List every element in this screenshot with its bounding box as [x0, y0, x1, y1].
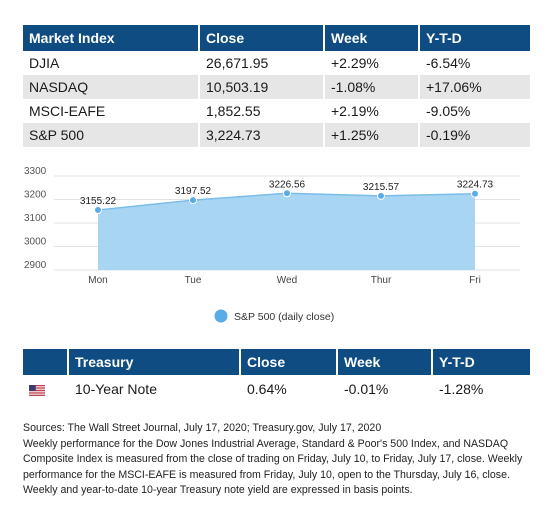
cell-close: 1,852.55: [199, 99, 325, 123]
data-point: [283, 189, 291, 198]
data-label: 3155.22: [80, 196, 117, 207]
cell-index-name: NASDAQ: [23, 75, 200, 99]
y-tick-label: 2900: [24, 260, 47, 271]
cell-index-name: DJIA: [23, 51, 200, 75]
y-tick-label: 3000: [24, 237, 47, 248]
table-row-djia: DJIA 26,671.95 +2.29% -6.54%: [23, 51, 530, 75]
cell-ytd: -9.05%: [419, 99, 530, 123]
sources-note: Sources: The Wall Street Journal, July 1…: [23, 421, 535, 499]
cell-ytd: -0.19%: [419, 123, 530, 147]
x-tick-label: Tue: [185, 275, 202, 286]
header-flag: [23, 349, 69, 375]
cell-week: +2.19%: [324, 99, 420, 123]
cell-close: 26,671.95: [199, 51, 325, 75]
data-label: 3226.56: [269, 179, 306, 190]
cell-ytd: -1.28%: [432, 375, 530, 403]
y-tick-label: 3300: [24, 166, 47, 177]
cell-index-name: S&P 500: [23, 123, 200, 147]
market-index-table: Market Index Close Week Y-T-D DJIA 26,67…: [23, 25, 530, 147]
table-row-10-year-note: 10-Year Note 0.64% -0.01% -1.28%: [23, 375, 530, 403]
header-close: Close: [240, 349, 338, 375]
data-label: 3197.52: [175, 186, 212, 197]
data-point: [377, 191, 385, 200]
data-point: [189, 196, 197, 205]
legend-marker: [214, 309, 228, 323]
header-week: Week: [324, 25, 420, 51]
cell-treasury-name: 10-Year Note: [68, 375, 241, 403]
treasury-header-row: Treasury Close Week Y-T-D: [23, 349, 530, 375]
header-ytd: Y-T-D: [419, 25, 530, 51]
cell-week: -1.08%: [324, 75, 420, 99]
cell-week: +1.25%: [324, 123, 420, 147]
cell-close: 3,224.73: [199, 123, 325, 147]
us-flag-icon: [29, 384, 45, 396]
sources-body: Weekly performance for the Dow Jones Ind…: [23, 437, 523, 497]
table-row-msci-eafe: MSCI-EAFE 1,852.55 +2.19% -9.05%: [23, 99, 530, 123]
data-label: 3215.57: [363, 182, 400, 193]
legend-label: S&P 500 (daily close): [234, 311, 334, 323]
treasury-table: Treasury Close Week Y-T-D 10-: [23, 349, 530, 403]
area-fill: [98, 193, 475, 270]
x-tick-label: Thur: [371, 275, 392, 286]
cell-ytd: -6.54%: [419, 51, 530, 75]
header-market-index: Market Index: [23, 25, 200, 51]
cell-week: -0.01%: [337, 375, 433, 403]
header-close: Close: [199, 25, 325, 51]
x-tick-label: Wed: [277, 275, 297, 286]
sp500-area-chart: 2900 3000 3100 3200 3300 3155.22 3197.52 3226.5…: [0, 165, 554, 335]
table-row-nasdaq: NASDAQ 10,503.19 -1.08% +17.06%: [23, 75, 530, 99]
flag-cell: [23, 375, 69, 403]
market-table-header-row: Market Index Close Week Y-T-D: [23, 25, 530, 51]
data-point: [94, 206, 102, 215]
y-tick-label: 3100: [24, 213, 47, 224]
cell-week: +2.29%: [324, 51, 420, 75]
chart-svg: 2900 3000 3100 3200 3300 3155.22 3197.52 3226.5…: [24, 166, 520, 323]
cell-close: 10,503.19: [199, 75, 325, 99]
y-tick-label: 3200: [24, 190, 47, 201]
header-ytd: Y-T-D: [432, 349, 530, 375]
table-row-sp500: S&P 500 3,224.73 +1.25% -0.19%: [23, 123, 530, 147]
cell-index-name: MSCI-EAFE: [23, 99, 200, 123]
cell-ytd: +17.06%: [419, 75, 530, 99]
header-treasury: Treasury: [68, 349, 241, 375]
data-point: [471, 189, 479, 198]
header-week: Week: [337, 349, 433, 375]
sources-line: Sources: The Wall Street Journal, July 1…: [23, 422, 382, 434]
x-tick-label: Fri: [469, 275, 481, 286]
data-label: 3224.73: [457, 180, 494, 191]
x-tick-label: Mon: [88, 275, 107, 286]
cell-close: 0.64%: [240, 375, 338, 403]
